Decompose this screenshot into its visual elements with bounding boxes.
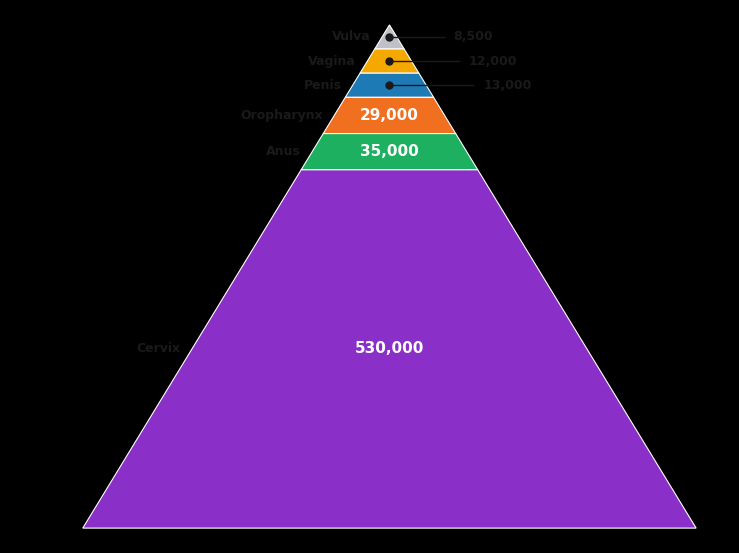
Text: 29,000: 29,000 xyxy=(360,108,419,123)
Text: 8,500: 8,500 xyxy=(454,30,494,44)
Polygon shape xyxy=(345,73,434,97)
Polygon shape xyxy=(301,134,478,170)
Text: 13,000: 13,000 xyxy=(483,79,531,92)
Polygon shape xyxy=(360,49,419,73)
Text: 12,000: 12,000 xyxy=(469,55,517,67)
Text: Vagina: Vagina xyxy=(308,55,356,67)
Text: Oropharynx: Oropharynx xyxy=(240,109,323,122)
Text: Vulva: Vulva xyxy=(333,30,371,44)
Polygon shape xyxy=(375,25,404,49)
Text: 35,000: 35,000 xyxy=(360,144,419,159)
Text: Penis: Penis xyxy=(304,79,341,92)
Polygon shape xyxy=(83,170,696,528)
Polygon shape xyxy=(323,97,456,134)
Text: Cervix: Cervix xyxy=(137,342,181,356)
Text: 530,000: 530,000 xyxy=(355,341,424,357)
Text: Anus: Anus xyxy=(266,145,301,158)
